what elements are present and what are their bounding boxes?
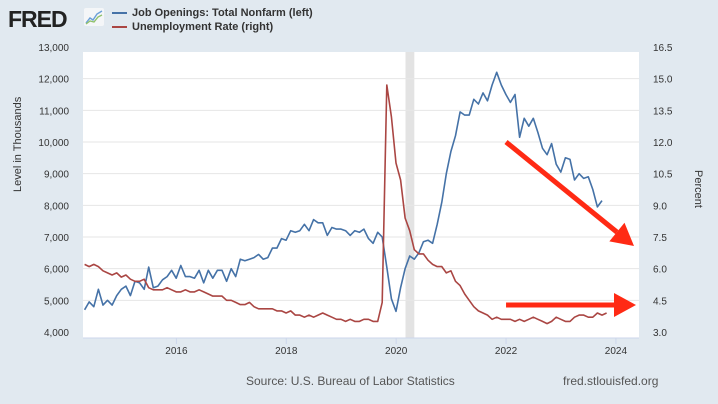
legend-swatch-red [112, 26, 127, 28]
downtrend-arrow-head [609, 222, 634, 246]
legend-label: Unemployment Rate (right) [132, 21, 274, 33]
job-openings-line [83, 71, 603, 313]
legend-swatch-blue [112, 12, 127, 14]
x-tick-label: 2016 [165, 346, 188, 357]
y-right-tick-label: 12.0 [653, 138, 673, 149]
source-note: Source: U.S. Bureau of Labor Statistics [246, 374, 455, 388]
y-left-tick-label: 11,000 [39, 106, 69, 117]
y-right-tick-label: 13.5 [653, 106, 673, 117]
y-right-tick-label: 15.0 [653, 75, 673, 86]
y-right-tick-label: 6.0 [653, 265, 667, 276]
y-left-tick-label: 12,000 [38, 75, 69, 86]
y-left-tick-label: 9,000 [44, 170, 69, 181]
mini-line-chart-icon [84, 8, 104, 26]
y-left-tick-label: 4,000 [44, 328, 69, 339]
y-left-tick-label: 10,000 [38, 138, 69, 149]
y-right-tick-label: 3.0 [653, 328, 667, 339]
y-left-tick-label: 7,000 [44, 233, 69, 244]
fred-logo[interactable]: FRED [8, 6, 68, 32]
y-left-tick-label: 6,000 [44, 265, 69, 276]
legend: Job Openings: Total Nonfarm (left) Unemp… [112, 6, 313, 34]
x-tick-label: 2020 [385, 346, 408, 357]
plot-area [83, 52, 639, 338]
legend-item-job-openings[interactable]: Job Openings: Total Nonfarm (left) [112, 6, 313, 20]
y-right-tick-label: 7.5 [653, 233, 667, 244]
x-tick-label: 2018 [275, 346, 298, 357]
y-right-tick-label: 10.5 [653, 170, 673, 181]
site-link[interactable]: fred.stlouisfed.org [563, 374, 659, 388]
y-right-tick-label: 9.0 [653, 201, 667, 212]
downtrend-arrow-shaft [504, 140, 619, 235]
y-left-tick-label: 8,000 [44, 201, 69, 212]
y-right-tick-label: 16.5 [653, 43, 673, 54]
recession-band [405, 52, 415, 338]
y-axis-left-label: Level in Thousands [12, 96, 24, 192]
flat-arrow-head [614, 293, 636, 317]
y-axis-right-label: Percent [692, 170, 704, 208]
x-tick-label: 2022 [495, 346, 518, 357]
legend-item-unemployment[interactable]: Unemployment Rate (right) [112, 20, 313, 34]
y-right-tick-label: 4.5 [653, 296, 667, 307]
y-left-tick-label: 13,000 [38, 43, 69, 54]
unemployment-rate-line [84, 84, 607, 325]
x-tick-label: 2024 [605, 346, 628, 357]
y-left-tick-label: 5,000 [44, 296, 69, 307]
legend-label: Job Openings: Total Nonfarm (left) [132, 7, 313, 19]
